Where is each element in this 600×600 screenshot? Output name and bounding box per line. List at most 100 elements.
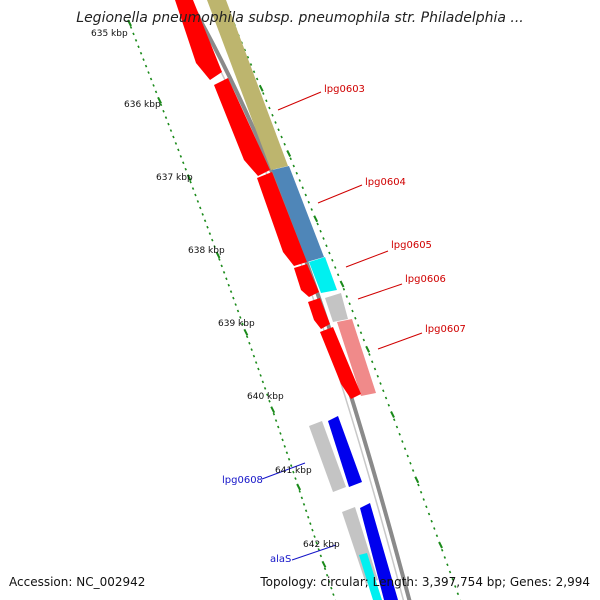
ruler-tick xyxy=(162,109,165,113)
cog-block-cyan xyxy=(309,257,337,293)
ruler-tick xyxy=(167,122,170,126)
ruler-tick xyxy=(147,71,150,74)
outer-tick xyxy=(371,360,374,364)
gene-label-lpg0603[interactable]: lpg0603 xyxy=(324,84,365,95)
outer-tick xyxy=(433,527,436,530)
genome-title: Legionella pneumophila subsp. pneumophil… xyxy=(76,10,524,26)
outer-tick xyxy=(262,92,265,95)
cds-arrow-3 xyxy=(257,172,307,266)
outer-tick xyxy=(427,512,431,516)
backbone xyxy=(181,0,412,600)
outer-tick xyxy=(440,548,444,552)
ruler-tick xyxy=(206,225,209,229)
ruler-tick xyxy=(152,84,155,87)
ruler-tick xyxy=(309,522,312,526)
outer-tick xyxy=(446,563,449,567)
outer-tick xyxy=(451,577,454,581)
ruler-tick xyxy=(215,251,221,259)
ruler-tick xyxy=(311,528,314,532)
ruler-tick xyxy=(182,161,185,165)
ruler-tick xyxy=(241,322,244,326)
gene-label-lpg0604[interactable]: lpg0604 xyxy=(365,177,406,188)
outer-tick xyxy=(387,403,391,407)
ruler-tick xyxy=(285,451,289,455)
outer-tick xyxy=(384,396,388,400)
outer-tick xyxy=(249,63,253,66)
ruler-tick xyxy=(218,258,221,261)
ruler-tick xyxy=(154,90,158,94)
outer-tick xyxy=(289,157,292,161)
ruler-tick xyxy=(227,283,230,287)
outer-tick xyxy=(368,353,371,356)
ruler-tick xyxy=(323,567,327,571)
ruler-tick xyxy=(304,509,308,513)
outer-tick xyxy=(277,128,280,132)
ruler-tick xyxy=(313,535,316,538)
ruler-tick xyxy=(257,367,260,371)
ruler-tick xyxy=(300,496,304,500)
outer-tick xyxy=(319,229,322,233)
ruler-tick xyxy=(319,554,323,558)
outer-tick xyxy=(454,585,457,588)
gene-label-lpg0606[interactable]: lpg0606 xyxy=(405,274,446,285)
ruler-tick xyxy=(199,206,202,210)
ruler-tick xyxy=(250,348,253,352)
gene-label-lpg0608[interactable]: lpg0608 xyxy=(222,475,263,486)
outer-tick xyxy=(252,70,256,74)
ruler-tick xyxy=(243,328,249,336)
ruler-tick xyxy=(129,26,133,29)
outer-tick xyxy=(345,295,348,298)
cds-arrow-6 xyxy=(320,327,361,399)
ruler-tick xyxy=(177,148,180,152)
outer-tick xyxy=(298,179,301,182)
gene-label-lpg0607[interactable]: lpg0607 xyxy=(425,324,466,335)
gene-label-alaS[interactable]: alaS xyxy=(270,554,292,565)
outer-ticks xyxy=(231,19,461,600)
ruler-tick xyxy=(261,380,265,384)
ruler-tick xyxy=(132,32,135,36)
ruler-tick xyxy=(213,245,216,248)
gene-label-lpg0605[interactable]: lpg0605 xyxy=(391,240,432,251)
ruler-tick xyxy=(287,457,291,461)
ruler-tick xyxy=(184,167,187,171)
outer-tick xyxy=(456,592,460,596)
outer-tick xyxy=(401,440,404,443)
reverse-cds-track xyxy=(309,416,398,600)
outer-tick xyxy=(365,345,371,353)
ruler-tick xyxy=(283,444,286,448)
outer-tick xyxy=(316,222,319,226)
outer-tick xyxy=(348,302,351,306)
outer-tick xyxy=(411,469,415,472)
outer-tick xyxy=(379,382,382,385)
ruler-tick xyxy=(279,432,282,435)
ruler-tick xyxy=(139,51,143,55)
ruler-tick xyxy=(272,412,276,416)
outer-tick xyxy=(443,556,447,559)
cog-block-pink xyxy=(337,319,376,396)
ruler-tick xyxy=(296,483,302,491)
ruler-tick xyxy=(191,187,195,190)
ruler-tick xyxy=(248,341,251,345)
outer-tick xyxy=(286,150,292,157)
outer-tick xyxy=(331,258,334,262)
ruler-tick xyxy=(186,174,192,182)
ruler-tick xyxy=(149,77,153,81)
ruler-label: 635 kbp xyxy=(91,29,128,39)
outer-tick xyxy=(271,113,274,117)
cds-arrow-blue-1 xyxy=(328,416,362,487)
ruler-tick xyxy=(263,386,267,390)
outer-tick xyxy=(258,84,264,92)
outer-tick xyxy=(438,541,443,549)
outer-tick xyxy=(359,331,363,335)
outer-tick xyxy=(373,367,377,371)
outer-tick xyxy=(351,309,354,313)
outer-tick xyxy=(334,266,337,269)
outer-tick xyxy=(395,425,399,429)
outer-tick xyxy=(398,432,401,436)
outer-tick xyxy=(339,280,345,288)
outer-tick xyxy=(243,48,247,52)
outer-tick xyxy=(246,55,250,59)
outer-tick xyxy=(430,519,433,523)
outer-tick xyxy=(422,498,425,501)
